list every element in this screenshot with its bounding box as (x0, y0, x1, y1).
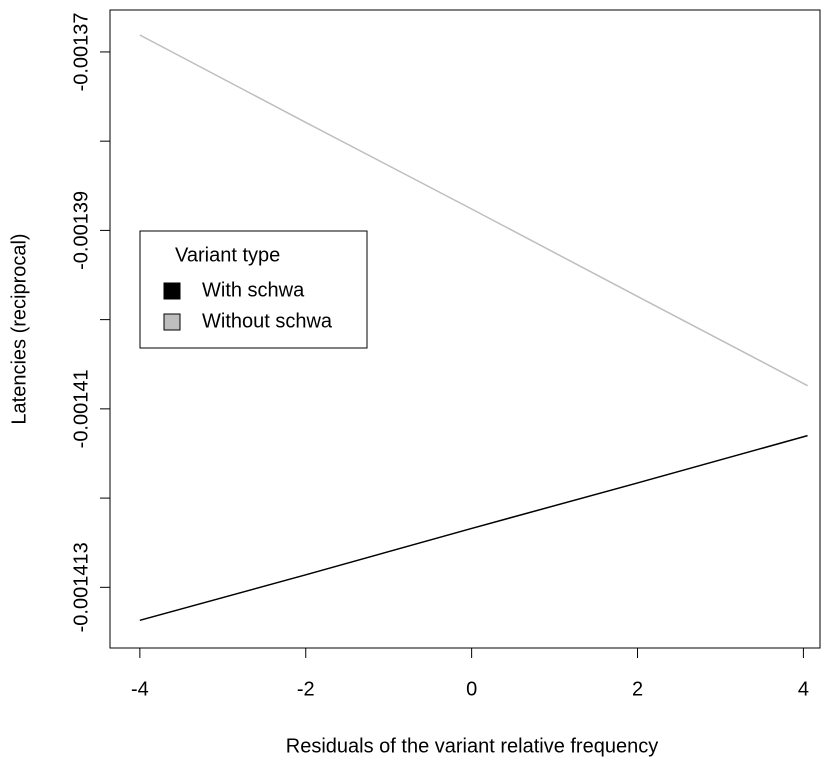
legend-label: With schwa (202, 279, 305, 301)
x-tick-label: 4 (798, 678, 809, 700)
legend-swatch (163, 282, 181, 300)
x-tick-label: -4 (131, 678, 149, 700)
line (139, 434, 808, 622)
y-tick-label: -0.00141 (70, 369, 92, 448)
plot-box (109, 9, 821, 649)
legend-label: Without schwa (202, 310, 333, 332)
legend-title: Variant type (175, 244, 280, 266)
legend-swatch (163, 313, 181, 331)
x-tick-label: 2 (632, 678, 643, 700)
line (139, 34, 808, 387)
y-tick-label: -0.001413 (70, 542, 92, 632)
y-tick-label: -0.00139 (70, 191, 92, 270)
x-axis-title: Residuals of the variant relative freque… (286, 735, 658, 757)
x-tick-label: -2 (297, 678, 315, 700)
y-axis-title: Latencies (reciprocal) (8, 233, 30, 424)
y-tick-label: -0.00137 (70, 12, 92, 91)
x-tick-label: 0 (466, 678, 477, 700)
